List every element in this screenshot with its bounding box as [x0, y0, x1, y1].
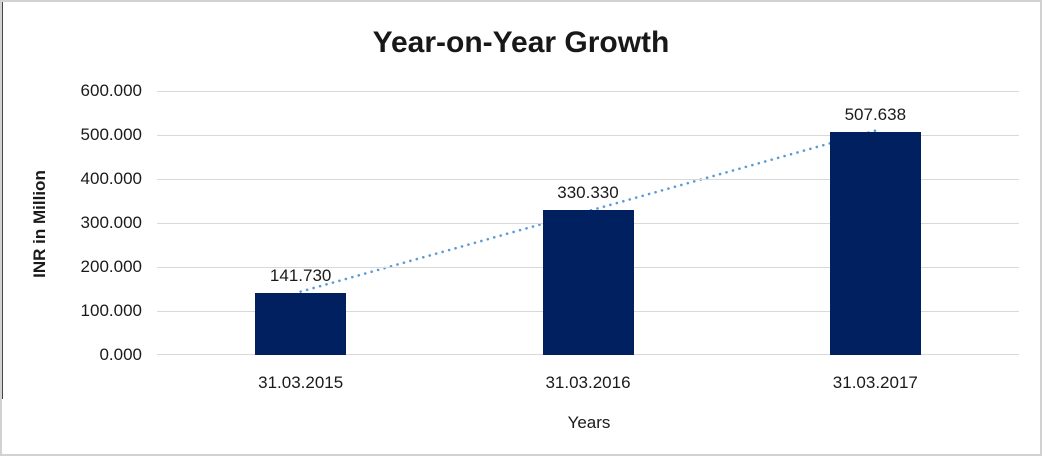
- x-axis-title: Years: [567, 413, 611, 432]
- bar-data-label: 141.730: [269, 265, 332, 285]
- y-tick-label: 200.000: [80, 257, 142, 276]
- gridline: [157, 179, 1019, 180]
- y-tick-label: 500.000: [80, 125, 142, 144]
- gridline: [157, 91, 1019, 92]
- y-tick-label: 300.000: [80, 213, 142, 232]
- plot-area: 141.730 330.330 507.638: [157, 91, 1019, 355]
- y-tick-label: 600.000: [80, 81, 142, 100]
- chart-title: Year-on-Year Growth: [372, 26, 670, 59]
- bar-data-label: 507.638: [844, 104, 907, 124]
- gridline: [157, 135, 1019, 136]
- bar: [255, 292, 347, 355]
- x-tick-label: 31.03.2017: [832, 373, 918, 392]
- y-tick-label: 400.000: [80, 169, 142, 188]
- trendline: [299, 129, 877, 293]
- trendline-svg: [299, 129, 877, 293]
- x-tick-label: 31.03.2016: [545, 373, 631, 392]
- bar-data-label: 330.330: [557, 182, 619, 202]
- x-tick-label: 31.03.2015: [258, 373, 344, 392]
- y-tick-label: 100.000: [80, 301, 142, 320]
- y-tick-label: 0.000: [99, 345, 142, 364]
- bar: [829, 131, 921, 355]
- left-edge-line: [2, 2, 3, 399]
- bar: [542, 209, 634, 355]
